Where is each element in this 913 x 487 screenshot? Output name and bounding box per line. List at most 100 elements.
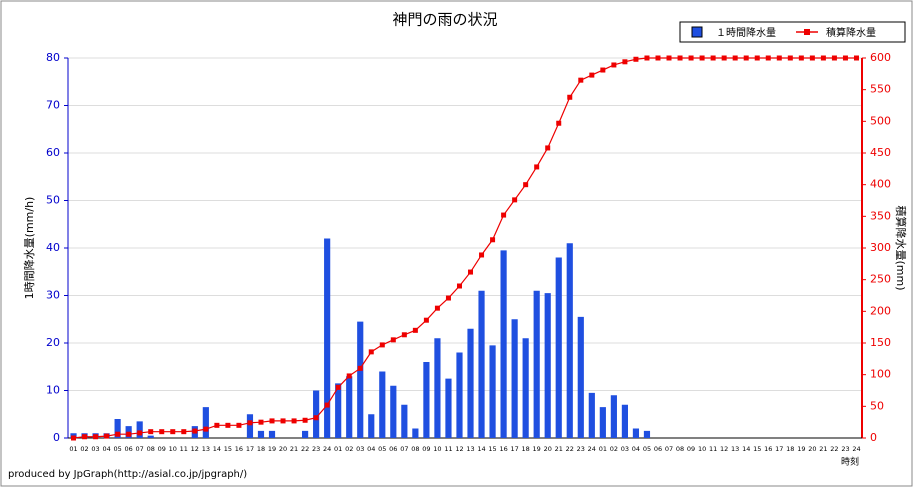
y-tick-label: 70 [46, 99, 60, 112]
line-marker [93, 434, 99, 440]
line-marker [269, 418, 275, 424]
x-tick-label: 17 [775, 445, 783, 453]
x-tick-label: 06 [654, 445, 662, 453]
chart-title: 神門の雨の状況 [392, 11, 497, 29]
x-tick-label: 07 [400, 445, 408, 453]
x-tick-label: 17 [510, 445, 518, 453]
y2-tick-label: 350 [870, 209, 891, 222]
y2-tick-label: 600 [870, 51, 891, 64]
x-tick-label: 24 [852, 445, 860, 453]
x-tick-label: 15 [224, 445, 232, 453]
x-tick-label: 22 [566, 445, 574, 453]
line-marker [368, 349, 374, 355]
y-axis-label: 1時間降水量(mm/h) [22, 197, 36, 300]
x-tick-label: 04 [632, 445, 640, 453]
legend-label: １時間降水量 [716, 26, 776, 39]
line-marker [622, 59, 628, 65]
line-marker [578, 77, 584, 83]
line-marker [456, 283, 462, 289]
y-tick-label: 20 [46, 336, 60, 349]
line-marker [181, 429, 187, 435]
x-tick-label: 22 [301, 445, 309, 453]
bar [489, 345, 496, 438]
line-marker [556, 120, 562, 126]
x-tick-label: 03 [356, 445, 364, 453]
bar [632, 428, 640, 438]
line-marker [71, 435, 77, 441]
x-tick-label: 08 [411, 445, 419, 453]
line-marker [523, 182, 529, 188]
x-tick-label: 19 [797, 445, 805, 453]
x-tick-label: 10 [698, 445, 706, 453]
line-marker [765, 55, 771, 61]
x-tick-label: 21 [555, 445, 563, 453]
x-tick-label: 13 [466, 445, 474, 453]
x-tick-label: 11 [709, 445, 717, 453]
x-tick-label: 22 [830, 445, 838, 453]
bar [136, 421, 143, 438]
bar [500, 250, 507, 438]
bar [346, 376, 353, 438]
bar [511, 319, 518, 438]
x-tick-label: 23 [312, 445, 320, 453]
y2-axis-label: 積算降水量(mm) [894, 205, 908, 290]
line-marker [600, 67, 606, 73]
bar [577, 316, 584, 438]
bar [357, 321, 364, 438]
line-marker [82, 434, 88, 440]
x-tick-label: 23 [841, 445, 849, 453]
legend-label: 積算降水量 [826, 26, 876, 39]
y2-tick-label: 50 [870, 399, 884, 412]
line-marker [104, 433, 110, 439]
bar [246, 414, 254, 438]
line-marker [313, 415, 319, 421]
x-tick-label: 09 [422, 445, 430, 453]
y2-tick-label: 100 [870, 368, 891, 381]
bar [379, 371, 386, 438]
line-marker [280, 418, 286, 424]
x-axis-label: 時刻 [841, 456, 859, 468]
x-tick-label: 18 [522, 445, 530, 453]
x-tick-label: 05 [378, 445, 386, 453]
x-tick-label: 04 [367, 445, 375, 453]
x-tick-label: 10 [169, 445, 177, 453]
line-marker [137, 430, 143, 436]
y-tick-label: 80 [46, 51, 60, 64]
line-marker [203, 426, 209, 432]
bar [555, 257, 562, 438]
y-tick-label: 30 [46, 289, 60, 302]
bar [434, 338, 441, 438]
x-tick-label: 06 [389, 445, 397, 453]
x-tick-label: 24 [323, 445, 331, 453]
x-tick-label: 02 [345, 445, 353, 453]
line-marker [842, 55, 848, 61]
x-tick-label: 15 [753, 445, 761, 453]
y-tick-label: 40 [46, 241, 60, 254]
line-marker [820, 55, 826, 61]
line-marker [192, 428, 198, 434]
line-marker [633, 56, 639, 62]
line-marker [302, 417, 308, 423]
line-marker [666, 55, 672, 61]
line-marker [291, 418, 297, 424]
bar [456, 352, 463, 438]
x-tick-label: 16 [764, 445, 772, 453]
y-tick-label: 10 [46, 384, 60, 397]
bar [610, 395, 617, 438]
x-tick-label: 19 [533, 445, 541, 453]
bar [313, 390, 320, 438]
line-marker [468, 269, 474, 275]
x-tick-label: 18 [786, 445, 794, 453]
bar [257, 430, 265, 438]
bar [335, 383, 342, 438]
x-tick-label: 01 [334, 445, 342, 453]
x-tick-label: 03 [621, 445, 629, 453]
x-tick-label: 09 [687, 445, 695, 453]
bar [566, 243, 573, 438]
line-marker [721, 55, 727, 61]
line-marker [401, 332, 407, 338]
x-tick-label: 02 [610, 445, 618, 453]
line-marker [412, 327, 418, 333]
line-marker [787, 55, 793, 61]
